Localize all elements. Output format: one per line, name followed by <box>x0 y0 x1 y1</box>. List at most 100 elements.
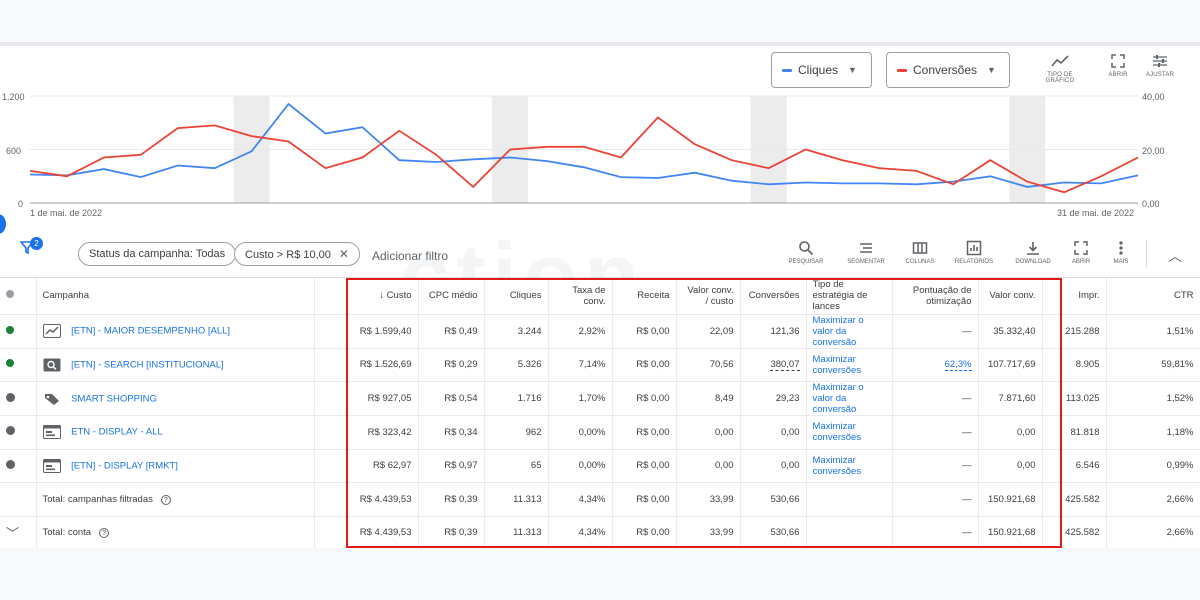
campaign-header[interactable]: Campanha <box>36 278 315 315</box>
toolbar-label: MAIS <box>1113 259 1129 265</box>
more-button[interactable]: MAIS <box>1098 240 1144 265</box>
spacer-cell <box>314 482 347 517</box>
status-cell[interactable] <box>0 381 37 416</box>
search-icon <box>799 241 814 256</box>
help-icon[interactable]: ? <box>160 494 171 505</box>
strategy-link[interactable]: Maximizar conversões <box>806 348 893 382</box>
status-enabled-icon <box>6 359 14 368</box>
spacer-cell <box>314 381 347 416</box>
status-paused-icon <box>6 392 15 402</box>
status-cell[interactable] <box>0 415 37 450</box>
expand-table-button[interactable]: ABRIR <box>1058 240 1104 265</box>
close-icon[interactable]: ✕ <box>338 247 349 261</box>
conversions-header[interactable]: Conversões <box>740 278 807 315</box>
conv-value-cell: 0,00 <box>978 415 1043 450</box>
campaign-cell[interactable]: [ETN] - MAIOR DESEMPENHO [ALL] <box>36 314 315 349</box>
conversions-cell: 530,66 <box>740 516 807 550</box>
toolbar-label: PESQUISAR <box>788 259 824 265</box>
strategy-link[interactable]: Maximizar conversões <box>806 449 893 483</box>
opt-score-cell: — <box>892 381 979 416</box>
metric-selector-clicks[interactable]: Cliques ▼ <box>771 52 872 88</box>
table-row[interactable]: ETN - DISPLAY - ALL R$ 323,42 R$ 0,34 96… <box>0 415 1200 450</box>
performance-max-icon <box>42 324 61 338</box>
reports-button[interactable]: RELATÓRIOS <box>951 240 997 265</box>
table-row[interactable]: [ETN] - DISPLAY [RMKT] R$ 62,97 R$ 0,97 … <box>0 449 1200 483</box>
chevron-down-icon[interactable]: ﹀ <box>6 526 20 542</box>
strategy-link[interactable]: Maximizar o valor da conversão <box>806 314 893 349</box>
value-cost-header[interactable]: Valor conv. / custo <box>676 278 741 315</box>
campaign-name-link[interactable]: [ETN] - DISPLAY [RMKT] <box>71 460 178 472</box>
revenue-header[interactable]: Receita <box>612 278 677 315</box>
filter-chip-cost[interactable]: Custo > R$ 10,00 ✕ <box>234 242 360 266</box>
cpc-header[interactable]: CPC médio <box>418 278 485 315</box>
campaign-name-link[interactable]: SMART SHOPPING <box>71 393 157 405</box>
spacer-cell <box>314 348 347 382</box>
campaign-name-link[interactable]: [ETN] - MAIOR DESEMPENHO [ALL] <box>71 325 231 337</box>
campaign-name-link[interactable]: [ETN] - SEARCH [INSTITUCIONAL] <box>71 359 224 371</box>
opt-score-header[interactable]: Pontuação de otimização <box>892 278 979 315</box>
strategy-header[interactable]: Tipo de estratégia de lances <box>806 278 893 315</box>
help-icon[interactable]: ? <box>99 528 110 539</box>
impressions-header[interactable]: Impr. <box>1042 278 1107 315</box>
status-cell[interactable] <box>0 449 37 483</box>
download-button[interactable]: DOWNLOAD <box>1010 240 1056 265</box>
add-filter-link[interactable]: Adicionar filtro <box>372 249 449 263</box>
top-divider <box>0 42 1200 46</box>
more-vertical-icon <box>1119 241 1123 255</box>
clicks-cell: 3.244 <box>484 314 549 349</box>
expand-cell[interactable]: ﹀ <box>0 516 37 550</box>
metric-selector-conversions[interactable]: Conversões ▼ <box>886 52 1010 88</box>
opt-score-link[interactable]: 62,3% <box>944 359 972 372</box>
cpc-cell: R$ 0,39 <box>418 482 485 517</box>
conv-value-cell: 0,00 <box>978 449 1043 483</box>
cpc-cell: R$ 0,54 <box>418 381 485 416</box>
campaign-cell[interactable]: [ETN] - DISPLAY [RMKT] <box>36 449 315 483</box>
conversions-value[interactable]: 380,07 <box>770 359 800 372</box>
status-cell[interactable] <box>0 348 37 382</box>
toolbar-label: ABRIR <box>1071 259 1091 265</box>
campaign-cell[interactable]: SMART SHOPPING <box>36 381 315 416</box>
table-row[interactable]: [ETN] - MAIOR DESEMPENHO [ALL] R$ 1.599,… <box>0 314 1200 349</box>
total-account-row: ﹀ Total: conta? R$ 4.439,53 R$ 0,39 11.3… <box>0 516 1200 550</box>
display-campaign-icon <box>42 458 61 473</box>
opt-score-cell: — <box>892 449 979 483</box>
strategy-link[interactable]: Maximizar o valor da conversão <box>806 381 893 416</box>
total-filtered-row: Total: campanhas filtradas? R$ 4.439,53 … <box>0 482 1200 517</box>
clicks-header[interactable]: Cliques <box>484 278 549 315</box>
conv-rate-cell: 4,34% <box>548 516 613 550</box>
strategy-cell <box>806 482 893 517</box>
ctr-header[interactable]: CTR <box>1106 278 1200 315</box>
opt-score-cell: — <box>892 516 979 550</box>
toolbar-divider <box>1146 240 1147 268</box>
side-indicator <box>0 214 6 234</box>
revenue-cell: R$ 0,00 <box>612 348 677 382</box>
campaign-cell[interactable]: [ETN] - SEARCH [INSTITUCIONAL] <box>36 348 315 382</box>
search-button[interactable]: PESQUISAR <box>783 240 829 265</box>
page-footer-area <box>0 548 1200 600</box>
conv-rate-header[interactable]: Taxa de conv. <box>548 278 613 315</box>
chart-type-button[interactable]: TIPO DE GRÁFICO <box>1034 54 1086 84</box>
chart-adjust-button[interactable]: AJUSTAR <box>1134 54 1186 78</box>
conv-value-header[interactable]: Valor conv. <box>978 278 1043 315</box>
cpc-cell: R$ 0,49 <box>418 314 485 349</box>
left-axis-tick: 0 <box>18 199 24 209</box>
chart-expand-button[interactable]: ABRIR <box>1092 54 1144 78</box>
campaign-cell[interactable]: ETN - DISPLAY - ALL <box>36 415 315 450</box>
columns-button[interactable]: COLUNAS <box>897 240 943 265</box>
value-cost-cell: 0,00 <box>676 415 741 450</box>
conv-value-cell: 35.332,40 <box>978 314 1043 349</box>
campaign-name-link[interactable]: ETN - DISPLAY - ALL <box>71 426 163 438</box>
status-cell[interactable] <box>0 314 37 349</box>
filter-chip-campaign-status[interactable]: Status da campanha: Todas <box>78 242 237 266</box>
chevron-up-icon[interactable]: ︿ <box>1168 248 1182 264</box>
table-row[interactable]: [ETN] - SEARCH [INSTITUCIONAL] R$ 1.526,… <box>0 348 1200 382</box>
value-cost-cell: 33,99 <box>676 516 741 550</box>
segment-button[interactable]: SEGMENTAR <box>843 240 889 265</box>
table-row[interactable]: SMART SHOPPING R$ 927,05 R$ 0,54 1.716 1… <box>0 381 1200 416</box>
cost-header[interactable]: ↓ Custo <box>346 278 419 315</box>
series-line-cliques[interactable] <box>29 102 1139 188</box>
conv-rate-cell: 4,34% <box>548 482 613 517</box>
strategy-link[interactable]: Maximizar conversões <box>806 415 893 450</box>
series-line-convers-es[interactable] <box>29 116 1139 194</box>
table-header-row: Campanha ↓ Custo CPC médio Cliques Taxa … <box>0 278 1200 315</box>
